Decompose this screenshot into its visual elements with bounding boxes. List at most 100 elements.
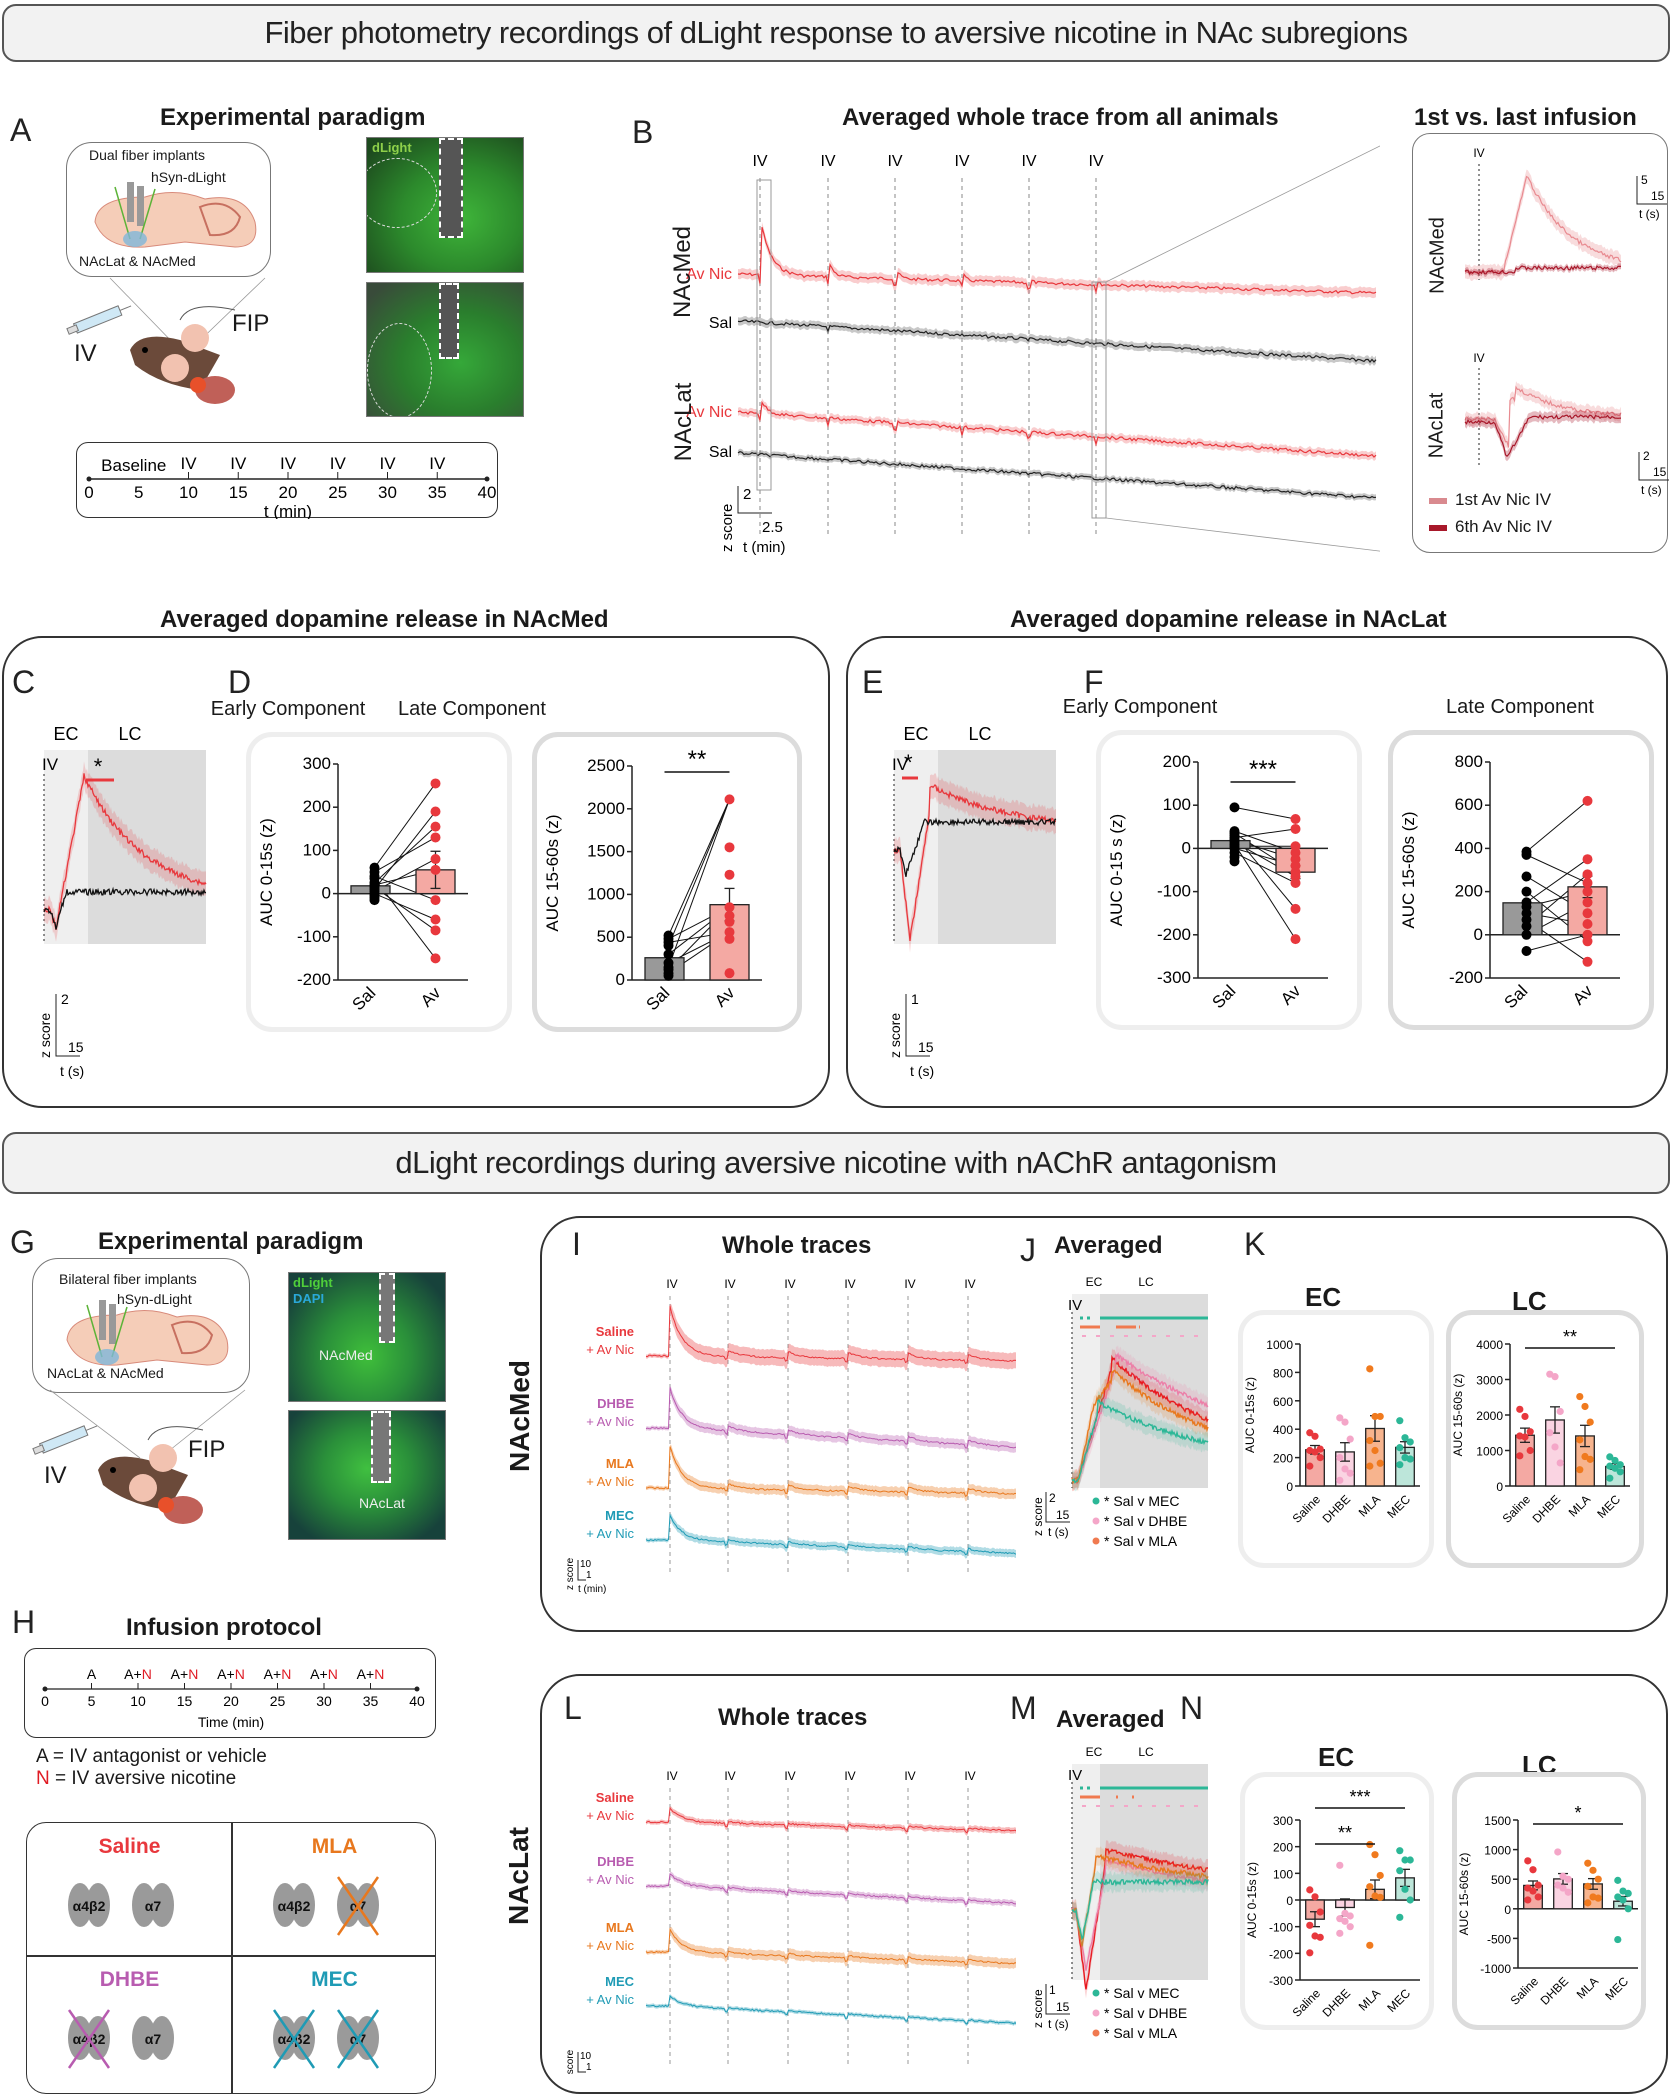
saline-trace-line xyxy=(43,886,207,930)
receptor-subunit-right xyxy=(355,1883,379,1927)
data-point xyxy=(430,806,441,817)
iv-marker-label-med: IV xyxy=(1473,146,1484,160)
x-tick-label: Sal xyxy=(1209,981,1240,1012)
data-point xyxy=(1534,1893,1542,1901)
data-point xyxy=(1406,1896,1414,1904)
y-tick-label: 0 xyxy=(1496,1480,1503,1494)
nacmed-av-nic-sem-band xyxy=(738,222,1376,299)
trace-line-saline xyxy=(645,1305,1016,1365)
y-tick-label: 0 xyxy=(1474,925,1483,944)
legend-label-1st: 1st Av Nic IV xyxy=(1455,490,1552,509)
timeline-tick-label: 0 xyxy=(41,1693,49,1709)
data-point xyxy=(1616,1468,1624,1476)
timeline-xlabel: Time (min) xyxy=(198,1714,264,1730)
brain-sagittal-icon xyxy=(94,182,257,248)
region-outline xyxy=(367,158,437,228)
timeline-tick-label: 20 xyxy=(223,1693,239,1709)
iv-marker-label: IV xyxy=(954,153,969,170)
scalebar-ylabel: z score xyxy=(37,1013,53,1058)
block-cross-line xyxy=(336,1876,380,1936)
x-tick-label: MEC xyxy=(1594,1492,1623,1521)
data-point xyxy=(1526,1446,1534,1455)
x-tick-label: Sal xyxy=(1501,981,1532,1012)
data-point xyxy=(1229,856,1240,867)
fiber-track xyxy=(439,138,463,238)
data-point xyxy=(1551,1443,1559,1451)
nacmed-sal-line xyxy=(737,319,1377,363)
data-point xyxy=(1290,877,1301,888)
scalebar-xlabel: t (s) xyxy=(1048,2017,1069,2031)
trace-line-mla xyxy=(645,1927,1016,1966)
data-point xyxy=(1346,1912,1354,1920)
y-axis-label: AUC 15-60s (z) xyxy=(1451,1374,1465,1457)
brain-sagittal-icon xyxy=(66,1300,229,1366)
chart-n-lc: -1000 -500 0 500 1000 1500 AUC 15-60s (z) Salin… xyxy=(1457,1803,1638,2008)
paired-line xyxy=(374,826,436,884)
averaged-trace-naclat: EC LC IV* 1 15 t (s) z score xyxy=(887,724,1057,1079)
trace-line-saline xyxy=(645,1806,1016,1834)
y-tick-label: -1000 xyxy=(1480,1962,1511,1976)
data-point xyxy=(1316,1908,1324,1916)
iv-label: IV xyxy=(1068,1297,1082,1314)
scalebar-ylabel: z score xyxy=(719,504,736,552)
antagonist-name: MEC xyxy=(311,1968,358,1991)
x-tick-label: MEC xyxy=(1384,1492,1413,1521)
sig-legend-label: * Sal v MLA xyxy=(1104,2025,1178,2041)
y-tick-label: 500 xyxy=(1491,1873,1511,1887)
averaged-traces-naclat: EC LC IV 115 t (s)z score * Sal v MEC * Sal v … xyxy=(1031,1745,1209,2041)
timeline-baseline-label: Baseline xyxy=(101,456,166,475)
scalebar-ylabel: z score xyxy=(887,1013,903,1058)
region-label-nacmed-bottom: NAcMed xyxy=(504,1360,535,1473)
data-point xyxy=(1366,1436,1374,1445)
data-point xyxy=(430,864,441,875)
panel-letter-a: A xyxy=(10,112,32,148)
receptor-subunit-left xyxy=(337,1883,361,1927)
data-point xyxy=(1551,1373,1559,1381)
y-tick-label: 200 xyxy=(303,797,331,816)
data-point xyxy=(430,953,441,964)
data-point xyxy=(1311,1893,1319,1901)
image-label-dlight: dLight xyxy=(372,140,412,155)
data-point xyxy=(1406,1455,1414,1463)
data-point xyxy=(1594,1875,1602,1883)
timeline-event-label: A+N xyxy=(310,1666,338,1682)
first-infusion-med-line xyxy=(1464,175,1622,275)
group-name-label: MLA xyxy=(606,1920,635,1935)
fiber-track xyxy=(379,1273,395,1343)
panel-letter-f: F xyxy=(1084,664,1104,700)
scalebar-x-value: 15 xyxy=(1056,2000,1070,2014)
timeline-end-dot xyxy=(484,476,490,482)
y-axis-label: AUC 15-60s (z) xyxy=(543,814,562,931)
y-tick-label: 200 xyxy=(1455,882,1483,901)
data-point xyxy=(1582,854,1593,865)
panel-a-title: Experimental paradigm xyxy=(160,104,426,131)
averaged-traces-nacmed: EC LC IV 215 t (s)z score * Sal v MEC * Sal v … xyxy=(1031,1275,1209,1549)
panel-letter-c: C xyxy=(12,664,36,700)
sig-legend-dot xyxy=(1092,2009,1100,2017)
data-point xyxy=(1306,1462,1314,1470)
timeline-iv-label: IV xyxy=(330,454,347,473)
timeline-axis: 0 5 10 15 20 25 30 35 40 IV IV IV IV IV IV Baseline t (m… xyxy=(84,454,496,519)
y-tick-label: 0 xyxy=(1182,838,1191,857)
region-label-nacmed: NAcMed xyxy=(669,225,696,319)
panel-lmn-card xyxy=(540,1674,1668,2094)
timeline-event-label: A+N xyxy=(217,1666,245,1682)
chart-d-early: -200 -100 0 100 200 300 AUC 0-15s (z) Sal Av xyxy=(257,754,468,1014)
avg-band-dhbe xyxy=(1072,1345,1208,1491)
data-point xyxy=(1584,1882,1592,1890)
legend-item-1st: 1st Av Nic IV xyxy=(1429,490,1551,510)
x-tick-label: MLA xyxy=(1566,1492,1593,1519)
lc-label: LC xyxy=(118,724,141,744)
early-title-f: Early Component xyxy=(1062,696,1218,718)
data-point xyxy=(1521,871,1532,882)
image-label-naclat: NAcLat xyxy=(359,1495,405,1511)
data-point xyxy=(1341,1418,1349,1426)
panel-cd-card xyxy=(2,636,830,1108)
panel-letter-n: N xyxy=(1180,1690,1204,1726)
paired-line xyxy=(1234,806,1296,820)
iv-marker-label: IV xyxy=(904,1277,915,1291)
late-title-d: Late Component xyxy=(398,698,546,720)
x-tick-label: Sal xyxy=(349,983,380,1014)
